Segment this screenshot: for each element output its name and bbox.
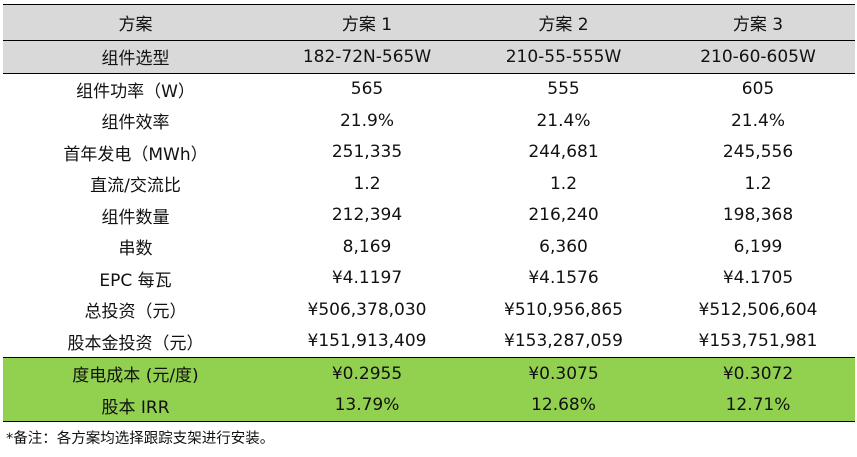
row-label: 组件效率 [101,113,170,134]
row-label: 总投资（元） [84,302,187,323]
table-cell: ¥4.1197 [331,268,403,289]
table-cell: 12.68% [466,389,661,422]
table-row: EPC 每瓦 ¥4.1197 ¥4.1576 ¥4.1705 [3,263,855,295]
table-row: 首年发电（MWh） 251,335 244,681 245,556 [3,137,855,169]
table-row: 直流/交流比 1.2 1.2 1.2 [3,168,855,200]
row-label: 组件功率（W） [76,81,195,102]
table-row: 总投资（元） ¥506,378,030 ¥510,956,865 ¥512,50… [3,294,855,326]
table-cell: 244,681 [528,142,599,163]
table-cell: ¥0.3072 [661,357,855,390]
row-label: 首年发电（MWh） [63,144,208,165]
table-cell: 605 [741,79,775,100]
table-cell: 245,556 [722,142,794,163]
table-cell: 1.2 [549,173,578,194]
table-row: 组件选型 182-72N-565W 210-55-555W 210-60-605… [3,40,855,74]
table-cell: ¥4.1705 [722,268,794,289]
table-cell: 251,335 [331,142,403,163]
row-label: EPC 每瓦 [99,270,172,291]
row-label: 串数 [118,239,153,260]
table-cell: ¥4.1576 [528,268,599,289]
row-label: 直流/交流比 [90,176,181,197]
table-row: 组件效率 21.9% 21.4% 21.4% [3,105,855,137]
header-cell-scheme: 方案 [3,4,268,41]
table-cell: ¥506,378,030 [307,299,427,320]
table-row: 组件数量 212,394 216,240 198,368 [3,200,855,232]
table-cell: 1.2 [353,173,381,194]
table-row: 股本金投资（元） ¥151,913,409 ¥153,287,059 ¥153,… [3,326,855,358]
footnote: *备注：各方案均选择跟踪支架进行安装。 [6,431,275,447]
header-cell-scheme-1: 方案 1 [268,4,466,41]
table-cell: 216,240 [528,205,599,226]
comparison-table: 方案 方案 1 方案 2 方案 3 组件选型 182-72N-565W 210-… [3,4,855,422]
row-label: 股本 IRR [3,389,268,422]
table-cell: 21.4% [536,110,591,131]
table-cell: ¥153,287,059 [504,331,623,352]
table-cell: 210-60-605W [661,40,855,74]
header-cell-scheme-2: 方案 2 [466,4,661,41]
table-cell: 8,169 [342,236,392,257]
table-cell: 565 [350,79,384,100]
table-cell: 212,394 [331,205,403,226]
header-cell-scheme-3: 方案 3 [661,4,855,41]
table-row: 组件功率（W） 565 555 605 [3,73,855,105]
table-cell: 6,199 [733,236,783,257]
table-cell: 6,360 [539,236,588,257]
table-cell: 555 [547,79,580,100]
table-cell: 1.2 [744,173,772,194]
table-cell: 210-55-555W [466,40,661,74]
table-cell: 21.9% [339,110,394,131]
row-label: 股本金投资（元） [67,333,204,354]
table-cell: 198,368 [722,205,794,226]
table-cell: ¥0.3075 [466,357,661,390]
table-cell: 12.71% [661,389,855,422]
table-cell: ¥0.2955 [268,357,466,390]
table-row: 串数 8,169 6,360 6,199 [3,231,855,263]
table-cell: 182-72N-565W [268,40,466,74]
table-cell: ¥153,751,981 [698,331,818,352]
table-row-highlight: 股本 IRR 13.79% 12.68% 12.71% [3,389,855,422]
table-row-highlight: 度电成本 (元/度) ¥0.2955 ¥0.3075 ¥0.3072 [3,357,855,390]
table-header-row: 方案 方案 1 方案 2 方案 3 [3,4,855,41]
table-cell: ¥151,913,409 [307,331,427,352]
table-cell: 21.4% [730,110,785,131]
table-cell: ¥512,506,604 [698,299,818,320]
row-label: 组件数量 [101,207,170,228]
table-cell: ¥510,956,865 [504,299,623,320]
table-cell: 13.79% [268,389,466,422]
row-label: 度电成本 (元/度) [3,357,268,390]
row-label: 组件选型 [3,40,268,74]
